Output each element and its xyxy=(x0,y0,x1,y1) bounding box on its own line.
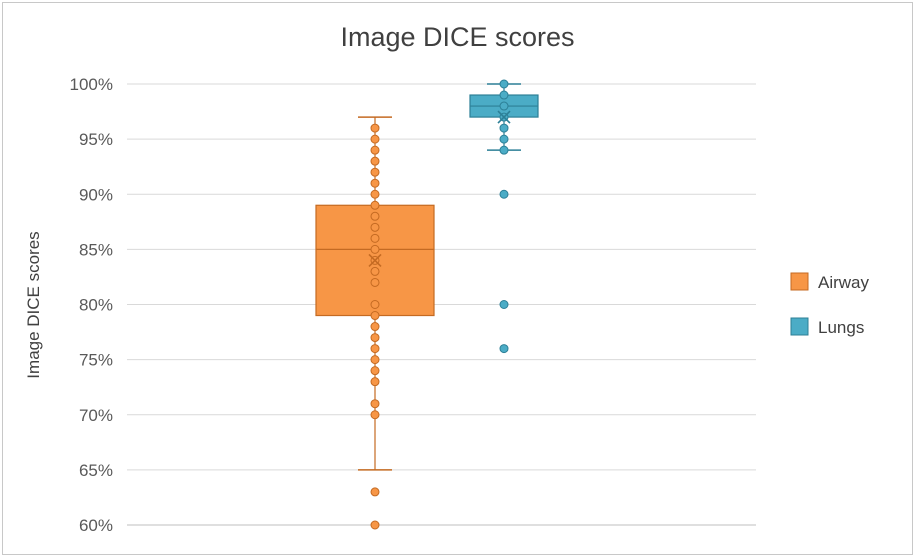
data-point xyxy=(370,487,380,497)
data-point xyxy=(370,123,380,133)
data-point xyxy=(499,123,509,133)
data-point xyxy=(370,244,380,254)
legend-label: Airway xyxy=(818,273,870,292)
mean-marker xyxy=(368,253,382,267)
data-point xyxy=(499,134,509,144)
box-series xyxy=(315,79,539,530)
data-point xyxy=(370,355,380,365)
data-point xyxy=(370,344,380,354)
data-point xyxy=(499,101,509,111)
data-point xyxy=(370,399,380,409)
y-tick-label: 95% xyxy=(79,130,113,149)
y-tick-label: 80% xyxy=(79,296,113,315)
data-point xyxy=(370,311,380,321)
data-point xyxy=(499,189,509,199)
data-point xyxy=(370,200,380,210)
data-point xyxy=(370,178,380,188)
data-point xyxy=(370,266,380,276)
data-point xyxy=(370,410,380,420)
data-point xyxy=(370,322,380,332)
data-point xyxy=(370,156,380,166)
y-tick-label: 70% xyxy=(79,406,113,425)
chart-title: Image DICE scores xyxy=(340,22,575,52)
data-point xyxy=(499,300,509,309)
data-point xyxy=(370,520,380,530)
legend-item-lungs: Lungs xyxy=(790,317,864,337)
legend-label: Lungs xyxy=(818,318,864,337)
data-point xyxy=(370,300,380,309)
data-point xyxy=(370,277,380,287)
legend-swatch xyxy=(790,317,809,336)
data-point xyxy=(370,366,380,376)
data-point xyxy=(370,233,380,243)
mean-marker xyxy=(497,110,511,124)
y-tick-label: 65% xyxy=(79,461,113,480)
data-point xyxy=(370,167,380,177)
y-tick-labels: 60% 65% 70% 75% 80% 85% 90% 95% 100% xyxy=(70,75,113,535)
legend-swatch xyxy=(790,272,809,291)
data-point xyxy=(370,134,380,144)
data-point xyxy=(499,344,509,354)
data-point xyxy=(370,189,380,199)
data-point xyxy=(370,211,380,221)
y-tick-label: 85% xyxy=(79,240,113,259)
legend-item-airway: Airway xyxy=(790,272,870,292)
y-tick-label: 60% xyxy=(79,516,113,535)
data-point xyxy=(370,333,380,343)
data-point xyxy=(499,79,509,89)
box-lungs xyxy=(469,79,539,354)
y-tick-label: 90% xyxy=(79,185,113,204)
data-point xyxy=(499,145,509,155)
data-point xyxy=(370,377,380,387)
data-point xyxy=(499,90,509,100)
legend: Airway Lungs xyxy=(790,272,870,337)
box-airway xyxy=(315,116,435,530)
y-tick-label: 75% xyxy=(79,351,113,370)
data-point xyxy=(370,222,380,232)
data-point xyxy=(370,145,380,155)
gridlines xyxy=(127,83,756,526)
y-tick-label: 100% xyxy=(70,75,113,94)
